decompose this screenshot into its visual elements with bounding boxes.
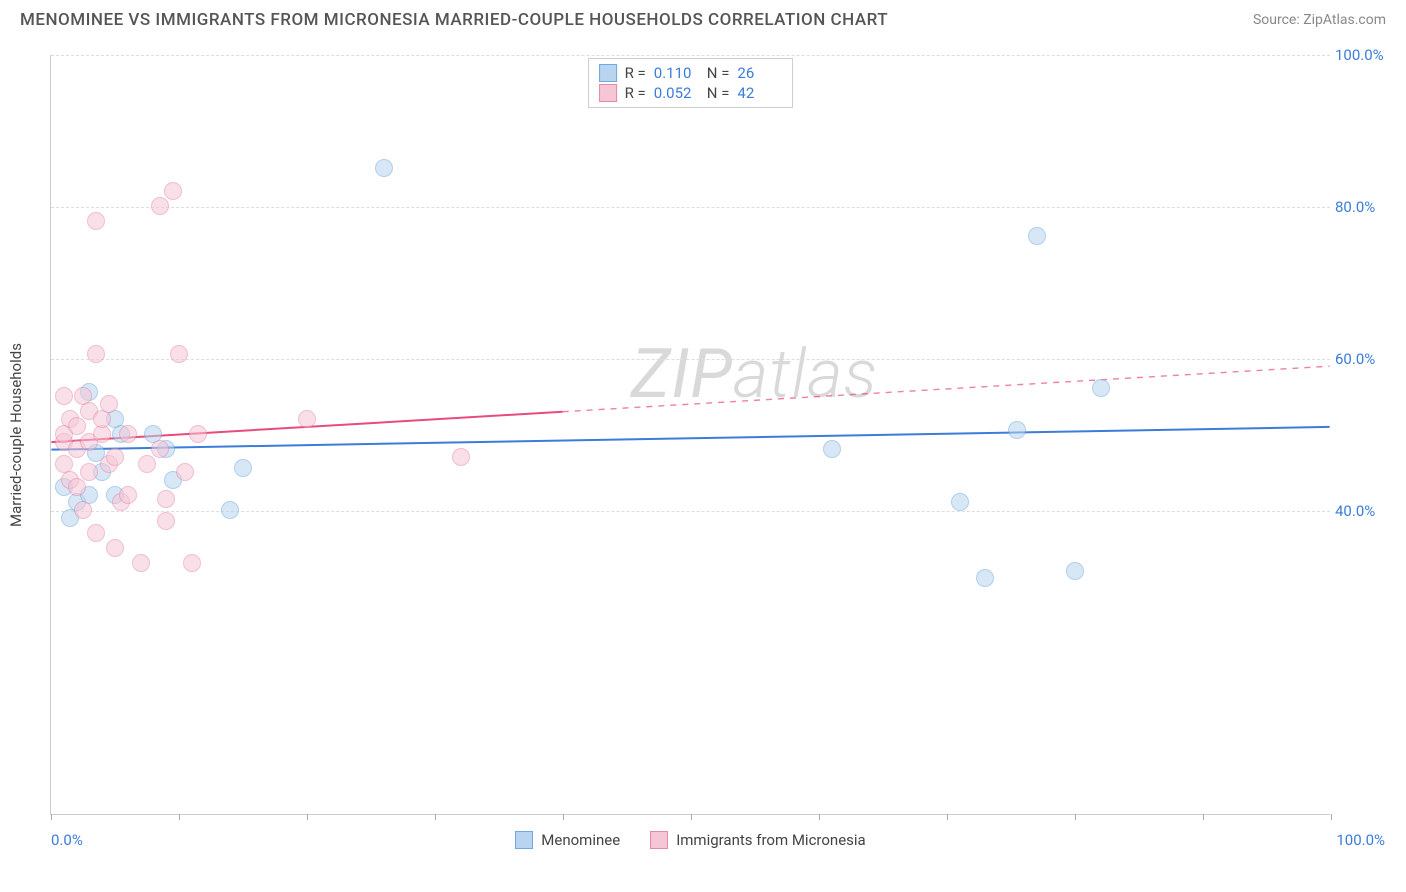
data-point: [375, 159, 393, 177]
series-legend: Menominee Immigrants from Micronesia: [51, 831, 1330, 849]
gridline: [51, 55, 1330, 56]
data-point: [164, 182, 182, 200]
swatch-series-1: [599, 64, 617, 82]
data-point: [151, 197, 169, 215]
trend-lines: [51, 55, 1330, 814]
data-point: [951, 493, 969, 511]
x-tick: [819, 814, 820, 820]
gridline: [51, 359, 1330, 360]
data-point: [87, 524, 105, 542]
r-value-2: 0.052: [654, 84, 699, 102]
x-tick: [563, 814, 564, 820]
source-attribution: Source: ZipAtlas.com: [1253, 12, 1386, 28]
data-point: [1028, 227, 1046, 245]
legend-item-1: Menominee: [515, 831, 620, 849]
y-axis-title: Married-couple Households: [7, 343, 25, 527]
y-axis-label: 80.0%: [1335, 198, 1390, 216]
x-axis-min-label: 0.0%: [51, 831, 83, 849]
data-point: [87, 345, 105, 363]
y-axis-label: 100.0%: [1335, 46, 1390, 64]
data-point: [106, 539, 124, 557]
data-point: [119, 486, 137, 504]
x-tick: [1331, 814, 1332, 820]
data-point: [221, 501, 239, 519]
swatch-series-1: [515, 831, 533, 849]
data-point: [452, 448, 470, 466]
correlation-legend: R = 0.110 N = 26 R = 0.052 N = 42: [588, 58, 794, 108]
swatch-series-2: [650, 831, 668, 849]
legend-row-series-1: R = 0.110 N = 26: [599, 63, 783, 83]
n-label: N =: [707, 84, 730, 102]
x-tick: [1075, 814, 1076, 820]
gridline: [51, 207, 1330, 208]
data-point: [170, 345, 188, 363]
chart-title: MENOMINEE VS IMMIGRANTS FROM MICRONESIA …: [20, 10, 888, 30]
data-point: [189, 425, 207, 443]
x-tick: [179, 814, 180, 820]
data-point: [68, 478, 86, 496]
x-tick: [51, 814, 52, 820]
legend-label-1: Menominee: [541, 831, 620, 849]
data-point: [823, 440, 841, 458]
x-tick: [1203, 814, 1204, 820]
data-point: [151, 440, 169, 458]
x-tick: [435, 814, 436, 820]
data-point: [119, 425, 137, 443]
data-point: [87, 212, 105, 230]
r-value-1: 0.110: [654, 64, 699, 82]
correlation-scatter-chart: Married-couple Households ZIPatlas R = 0…: [50, 55, 1330, 815]
x-tick: [691, 814, 692, 820]
n-value-1: 26: [737, 64, 782, 82]
data-point: [298, 410, 316, 428]
data-point: [55, 387, 73, 405]
swatch-series-2: [599, 84, 617, 102]
data-point: [138, 455, 156, 473]
data-point: [976, 569, 994, 587]
data-point: [80, 463, 98, 481]
data-point: [1092, 379, 1110, 397]
y-axis-label: 60.0%: [1335, 350, 1390, 368]
y-axis-label: 40.0%: [1335, 502, 1390, 520]
watermark: ZIPatlas: [631, 334, 878, 414]
legend-row-series-2: R = 0.052 N = 42: [599, 83, 783, 103]
data-point: [68, 417, 86, 435]
data-point: [1008, 421, 1026, 439]
data-point: [157, 490, 175, 508]
n-value-2: 42: [737, 84, 782, 102]
n-label: N =: [707, 64, 730, 82]
data-point: [106, 448, 124, 466]
r-label: R =: [625, 84, 646, 102]
x-tick: [307, 814, 308, 820]
data-point: [234, 459, 252, 477]
legend-item-2: Immigrants from Micronesia: [650, 831, 866, 849]
data-point: [1066, 562, 1084, 580]
data-point: [100, 395, 118, 413]
data-point: [183, 554, 201, 572]
x-tick: [947, 814, 948, 820]
data-point: [157, 512, 175, 530]
data-point: [74, 501, 92, 519]
data-point: [176, 463, 194, 481]
r-label: R =: [625, 64, 646, 82]
data-point: [132, 554, 150, 572]
gridline: [51, 511, 1330, 512]
x-axis-max-label: 100.0%: [1336, 831, 1385, 849]
legend-label-2: Immigrants from Micronesia: [676, 831, 866, 849]
